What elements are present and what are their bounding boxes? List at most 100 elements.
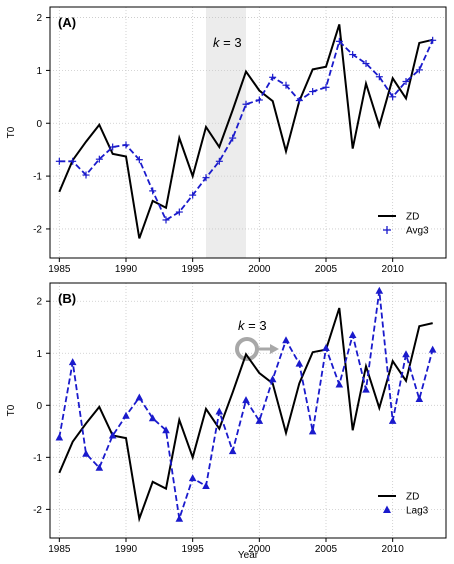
data-point-lag3 — [162, 426, 170, 434]
y-tick-label: 2 — [36, 13, 42, 24]
data-point-lag3 — [95, 463, 104, 471]
data-point-lag3 — [282, 336, 290, 344]
legend-label-lag3: Lag3 — [406, 506, 429, 517]
data-point-lag3 — [175, 514, 184, 522]
data-point-lag3 — [228, 447, 237, 455]
data-point-avg3 — [55, 157, 63, 165]
data-point-avg3 — [309, 88, 317, 96]
plot-frame — [49, 6, 447, 259]
data-point-lag3 — [242, 396, 250, 404]
k-annotation-var: k — [238, 318, 246, 333]
data-point-avg3 — [189, 191, 197, 199]
data-point-avg3 — [255, 96, 263, 104]
legend-swatch-avg3 — [383, 226, 391, 234]
x-tick-label: 2010 — [382, 544, 405, 555]
y-tick-label: -1 — [33, 172, 42, 183]
y-axis-label: T0 — [6, 126, 17, 138]
data-point-avg3 — [389, 93, 397, 101]
x-tick-label: 2005 — [315, 544, 338, 555]
x-tick-label: 2000 — [248, 544, 271, 555]
panel-a: 1985 1990 1995 2000 2005 2010 -2 -1 0 1 2 T0 (A) k = … — [6, 6, 447, 275]
legend-label-zd: ZD — [406, 492, 419, 503]
shaded-window — [206, 7, 246, 258]
data-point-lag3 — [202, 481, 210, 489]
k-annotation-value: = 3 — [245, 318, 267, 333]
data-point-avg3 — [135, 156, 143, 164]
x-tick-label: 2005 — [315, 264, 338, 275]
panel-label: (A) — [58, 15, 76, 30]
data-point-lag3 — [375, 286, 384, 294]
data-point-avg3 — [349, 51, 357, 59]
data-point-avg3 — [362, 60, 370, 68]
y-tick-label: -2 — [33, 505, 42, 516]
data-point-avg3 — [229, 134, 237, 142]
data-point-avg3 — [202, 174, 210, 182]
plot-frame — [49, 282, 447, 539]
lag-arrow-head — [270, 344, 279, 354]
x-tick-label: 1985 — [48, 544, 71, 555]
data-point-avg3 — [295, 97, 303, 105]
data-point-lag3 — [215, 407, 224, 415]
data-point-avg3 — [215, 157, 223, 165]
x-tick-label: 1985 — [48, 264, 71, 275]
legend-label-zd: ZD — [406, 212, 419, 223]
data-point-lag3 — [308, 427, 317, 435]
data-point-avg3 — [402, 78, 410, 86]
data-point-lag3 — [388, 416, 397, 424]
y-tick-label: 2 — [36, 297, 42, 308]
k-annotation: k = 3 — [238, 318, 267, 333]
data-point-lag3 — [362, 385, 370, 393]
y-tick-label: 1 — [36, 66, 42, 77]
y-tick-label: -1 — [33, 453, 42, 464]
data-point-lag3 — [148, 414, 157, 422]
data-point-avg3 — [282, 81, 290, 89]
data-point-avg3 — [162, 216, 170, 224]
data-point-avg3 — [175, 208, 183, 216]
data-point-lag3 — [348, 331, 357, 339]
x-tick-label: 1990 — [115, 264, 138, 275]
data-point-avg3 — [149, 187, 157, 195]
data-point-avg3 — [82, 171, 90, 179]
data-point-lag3 — [402, 350, 410, 358]
data-point-lag3 — [55, 433, 64, 441]
x-tick-label: 1995 — [182, 264, 205, 275]
x-axis-label: Year — [238, 550, 259, 561]
x-tick-label: 2010 — [382, 264, 405, 275]
data-point-avg3 — [95, 155, 103, 163]
data-point-lag3 — [188, 474, 197, 482]
data-point-lag3 — [255, 416, 264, 424]
data-point-avg3 — [429, 36, 437, 44]
series-line-zd — [58, 24, 433, 239]
series-line-avg3 — [59, 39, 434, 222]
k-annotation: k = 3 — [213, 35, 242, 50]
x-tick-label: 1990 — [115, 544, 138, 555]
data-point-avg3 — [122, 141, 130, 149]
data-point-avg3 — [415, 66, 423, 74]
data-point-lag3 — [108, 431, 117, 439]
k-annotation-var: k — [213, 35, 221, 50]
y-axis-label: T0 — [6, 404, 17, 416]
y-tick-label: 1 — [36, 349, 42, 360]
data-point-lag3 — [428, 345, 437, 353]
data-point-lag3 — [268, 375, 277, 383]
data-point-lag3 — [135, 393, 144, 401]
panel-b: 1985 1990 1995 2000 2005 2010 -2 -1 0 1 2 T0 (B) k = … — [6, 282, 447, 555]
legend-label-avg3: Avg3 — [406, 226, 429, 237]
data-point-avg3 — [69, 157, 77, 165]
y-tick-label: 0 — [36, 119, 42, 130]
data-point-avg3 — [242, 100, 250, 108]
data-point-avg3 — [335, 37, 343, 45]
y-tick-label: -2 — [33, 224, 42, 235]
data-point-lag3 — [415, 395, 424, 403]
data-point-lag3 — [295, 359, 304, 367]
data-point-avg3 — [375, 73, 383, 81]
data-point-avg3 — [322, 83, 330, 91]
k-annotation-value: = 3 — [220, 35, 242, 50]
series-line-zd — [58, 307, 433, 523]
y-tick-label: 0 — [36, 401, 42, 412]
data-point-lag3 — [122, 411, 130, 419]
data-point-lag3 — [322, 344, 330, 352]
data-point-lag3 — [335, 380, 344, 388]
data-point-avg3 — [269, 73, 277, 81]
